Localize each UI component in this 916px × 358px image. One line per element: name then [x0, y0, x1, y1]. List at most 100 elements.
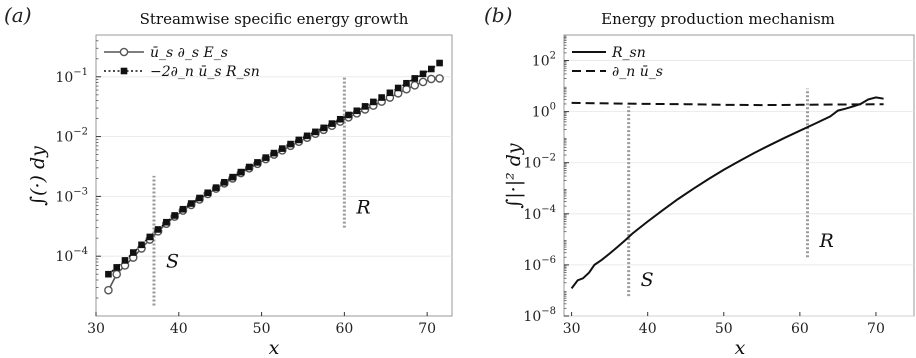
data-point-square [129, 249, 137, 256]
y-tick-mantissa: 10 [523, 309, 541, 325]
series-b [570, 96, 884, 290]
y-axis-label-b: ∫|·|² dy [503, 143, 525, 209]
y-tick-mantissa: 10 [55, 130, 73, 146]
data-point-square [361, 103, 369, 110]
y-tick-exponent: 0 [550, 102, 556, 113]
legend-b: R_sn ∂_n ū_s [572, 45, 663, 80]
data-point-square [163, 218, 170, 226]
x-tick-label: 40 [639, 321, 657, 337]
y-tick-label: 10−1 [55, 67, 88, 86]
y-tick-mantissa: 10 [523, 207, 541, 223]
data-point-circle [418, 77, 428, 87]
x-tick-label: 30 [563, 321, 581, 337]
data-point-square [287, 140, 294, 148]
y-tick-label: 10−6 [523, 255, 556, 274]
legend-label-1: −2∂_n ū_s R_sn [150, 64, 260, 80]
y-tick-label: 10−8 [523, 306, 556, 325]
y-tick-exponent: −4 [73, 246, 88, 257]
x-tick-label: 50 [715, 321, 733, 337]
data-point-square [320, 124, 327, 132]
y-tick-mantissa: 10 [523, 156, 541, 172]
data-point-square [295, 136, 303, 144]
y-tick-mantissa: 10 [532, 54, 550, 70]
panel-label-b: (b) [484, 3, 512, 27]
data-point-square [328, 120, 336, 127]
data-point-square [221, 179, 228, 186]
y-tick-label: 10−3 [55, 186, 88, 205]
data-point-square [436, 59, 443, 67]
y-ticks-a: 10−410−310−210−1 [55, 40, 101, 299]
data-point-square [370, 98, 377, 106]
data-point-circle [112, 269, 121, 279]
series-a [104, 59, 444, 295]
data-point-square [138, 241, 145, 249]
data-point-square [212, 184, 220, 191]
chart-title-a: Streamwise specific energy growth [140, 10, 409, 28]
data-point-square [336, 115, 344, 123]
data-point-square [105, 270, 112, 278]
data-point-square [278, 145, 286, 152]
data-point-square [237, 168, 245, 176]
grid-b [564, 60, 914, 317]
x-ticks-a: 30 40 50 60 70 [87, 312, 436, 337]
panel-b: (b) Energy production mechanism SR 30 40 5… [484, 3, 915, 358]
x-tick-label: 60 [791, 321, 809, 337]
y-tick-exponent: −4 [541, 204, 556, 215]
y-tick-exponent: −8 [541, 306, 556, 317]
data-point-square [353, 107, 361, 115]
y-tick-label: 10−4 [523, 204, 556, 223]
data-point-square [419, 70, 427, 78]
annotation-label-R: R [818, 230, 833, 252]
y-tick-label: 10−2 [55, 127, 88, 146]
data-point-circle [104, 285, 113, 295]
x-axis-label-b: x [735, 337, 746, 358]
y-tick-exponent: −2 [73, 127, 88, 138]
data-point-square [270, 149, 278, 157]
data-point-circle [435, 74, 444, 83]
data-point-square [171, 212, 178, 219]
y-tick-label: 100 [532, 102, 556, 121]
annotations-b: SR [627, 88, 834, 297]
x-axis-label-a: x [269, 337, 280, 358]
x-tick-label: 70 [418, 321, 436, 337]
x-tick-label: 30 [87, 321, 105, 337]
x-ticks-b: 30 40 50 60 70 [563, 312, 885, 337]
y-tick-mantissa: 10 [55, 70, 73, 86]
series-line-1 [571, 101, 884, 107]
data-point-square [113, 264, 120, 271]
legend-a: ū_s ∂_s E_s −2∂_n ū_s R_sn [104, 45, 260, 80]
legend-label-0: R_sn [611, 45, 646, 61]
data-point-circle [402, 84, 411, 94]
series-line-0 [570, 96, 884, 290]
chart-title-b: Energy production mechanism [601, 10, 835, 28]
panel-a: (a) Streamwise specific energy growth SR… [4, 3, 453, 358]
data-point-square [196, 194, 203, 202]
data-point-square [386, 89, 394, 97]
data-point-square [254, 159, 261, 166]
legend-swatch-marker [119, 47, 129, 57]
data-point-square [187, 200, 195, 207]
legend-label-0: ū_s ∂_s E_s [150, 45, 228, 61]
x-tick-label: 60 [335, 321, 353, 337]
y-axis-label-a: ∫(·) dy [27, 146, 49, 206]
data-point-square [312, 128, 319, 136]
data-point-square [428, 65, 435, 73]
annotation-label-R: R [355, 197, 370, 219]
data-point-square [303, 132, 311, 140]
annotation-label-S: S [641, 269, 654, 291]
data-point-square [262, 154, 270, 161]
y-tick-exponent: 2 [550, 51, 556, 62]
y-tick-mantissa: 10 [55, 249, 73, 265]
data-point-square [403, 79, 410, 87]
x-tick-label: 40 [170, 321, 188, 337]
y-tick-label: 10−2 [523, 153, 556, 172]
annotation-label-S: S [166, 250, 179, 272]
legend-label-1: ∂_n ū_s [612, 64, 663, 80]
data-point-circle [410, 81, 420, 90]
data-point-square [154, 226, 162, 233]
data-point-square [121, 257, 129, 264]
legend-swatch-marker [120, 67, 128, 75]
annotations-a: SR [152, 76, 371, 306]
data-point-square [345, 111, 352, 119]
